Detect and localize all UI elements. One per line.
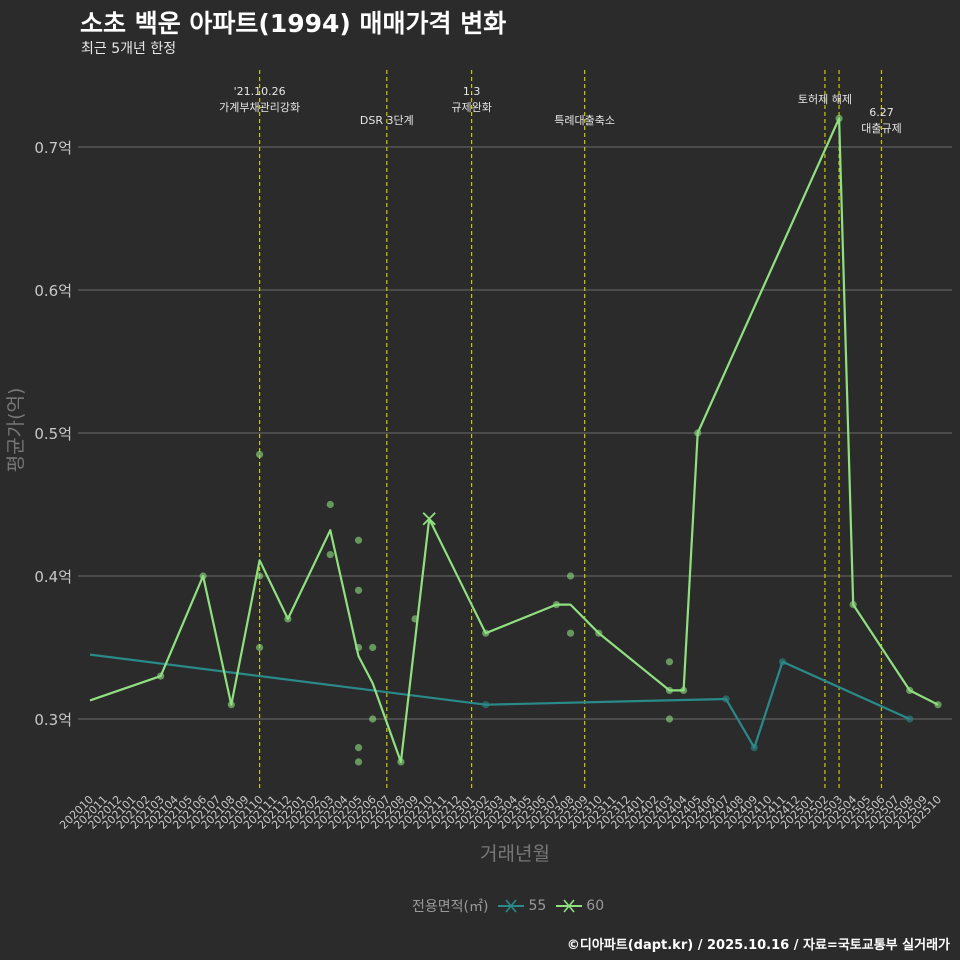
- y-tick-label: 0.7억: [34, 139, 72, 157]
- data-point-60: [482, 629, 490, 637]
- data-point-60: [326, 500, 334, 509]
- y-tick-label: 0.6억: [34, 282, 72, 300]
- points-layer: [157, 114, 942, 766]
- data-point-60: [354, 536, 363, 544]
- data-point-55: [482, 701, 490, 709]
- y-tick-label: 0.3억: [34, 711, 72, 729]
- chart-subtitle: 최근 5개년 한정: [81, 41, 177, 57]
- data-point-60: [680, 686, 688, 695]
- data-point-60: [566, 629, 575, 637]
- data-point-60: [665, 715, 674, 723]
- event-annotation: 6.27: [869, 106, 894, 119]
- data-point-60: [397, 758, 405, 766]
- chart-title: 소초 백운 아파트(1994) 매매가격 변화: [80, 9, 507, 38]
- data-point-60: [199, 572, 207, 580]
- data-point-60: [354, 758, 363, 766]
- event-annotation: 토허제 해제: [798, 92, 852, 106]
- data-point-60: [256, 572, 264, 580]
- data-point-60: [256, 450, 264, 459]
- data-point-60: [411, 615, 419, 623]
- data-point-60: [354, 643, 363, 652]
- data-point-60: [694, 429, 702, 437]
- data-point-55: [778, 658, 787, 666]
- event-annotation: 규제완화: [451, 101, 491, 114]
- data-point-60: [369, 715, 377, 723]
- source-caption: ©디아파트(dapt.kr) / 2025.10.16 / 자료=국토교통부 실…: [566, 938, 950, 953]
- axis-layer: 0.3억0.4억0.5억0.6억0.7억평균가(억)20201020201120…: [5, 139, 944, 865]
- data-point-60: [284, 615, 292, 623]
- data-point-60: [934, 701, 942, 709]
- y-tick-label: 0.4억: [34, 568, 72, 586]
- legend-title: 전용면적(㎡): [412, 899, 489, 915]
- event-annotation: '21.10.26: [234, 85, 286, 98]
- legend-key-60: [556, 898, 583, 914]
- data-point-55: [722, 695, 730, 703]
- legend-key-55: [498, 898, 525, 914]
- data-point-60: [354, 744, 363, 752]
- data-point-60: [595, 629, 603, 637]
- event-annotation: DSR 3단계: [360, 114, 414, 127]
- data-point-60: [552, 601, 561, 609]
- legend-label-55: 55: [528, 898, 547, 914]
- grid-layer: [78, 146, 952, 720]
- data-point-60: [369, 643, 377, 652]
- data-point-60: [326, 550, 334, 559]
- data-point-60: [157, 672, 165, 680]
- event-lines-layer: [259, 70, 883, 790]
- y-axis-label: 평균가(억): [5, 388, 27, 473]
- data-point-55: [750, 744, 758, 752]
- cross-marker-60: [422, 512, 436, 526]
- data-point-60: [835, 114, 843, 122]
- data-point-60: [665, 686, 674, 695]
- series-line-60: [89, 117, 939, 764]
- series-line-55: [89, 653, 911, 749]
- data-point-60: [354, 586, 363, 594]
- data-point-60: [227, 701, 235, 709]
- legend: 전용면적(㎡) 55 60: [412, 896, 604, 916]
- event-annotation: 특례대출축소: [554, 114, 615, 127]
- series-layer: [89, 117, 939, 764]
- legend-cross-55-b: [505, 899, 518, 913]
- data-point-60: [849, 601, 857, 609]
- event-annotation: 대출규제: [861, 122, 901, 135]
- data-point-60: [906, 686, 914, 695]
- data-point-60: [566, 572, 575, 580]
- data-point-60: [256, 643, 264, 652]
- event-annotation: 가계부채관리강화: [219, 101, 300, 114]
- data-point-55: [906, 715, 914, 723]
- y-tick-label: 0.5억: [34, 425, 72, 443]
- event-annotation: 1.3: [463, 85, 481, 98]
- x-axis-label: 거래년월: [480, 843, 550, 865]
- data-point-60: [665, 658, 674, 666]
- legend-label-60: 60: [586, 898, 605, 914]
- legend-cross-60-b: [563, 899, 575, 913]
